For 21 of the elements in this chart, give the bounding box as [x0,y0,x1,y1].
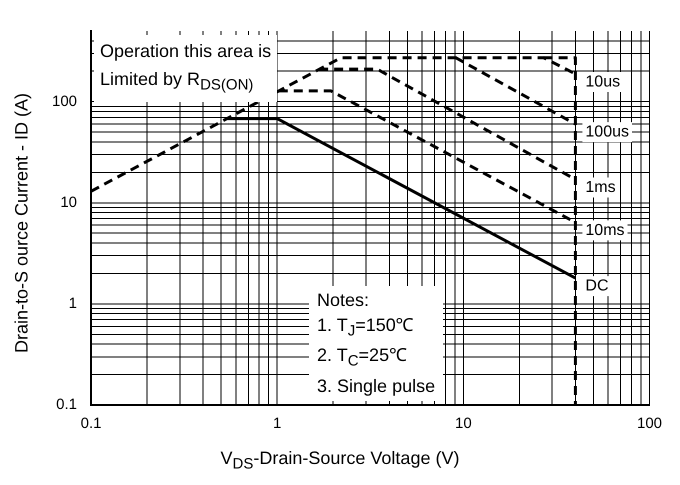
annotation: Notes: [317,288,370,312]
annotation: 1. T$_{J}$=150℃ [317,314,415,342]
x-tick-label: 10 [454,415,472,432]
annotation: Operation this area is [100,40,272,63]
y-tick-label: 100 [52,92,78,110]
y-axis-title: Drain-to-S ource Current - ID (A) [12,92,32,354]
y-tick-label: 0.1 [56,396,78,414]
annotation: Limited by R$_{DS(ON)}$ [100,68,254,96]
series-label: 10us [585,73,620,90]
y-tick-label: 10 [60,194,78,211]
annotation: 2. T$_{C}$=25℃ [317,344,408,372]
annotation: 3. Single pulse [317,375,436,398]
x-tick-label: 0.1 [80,415,102,432]
x-tick-label: 100 [636,415,662,432]
series-label: DC [585,277,609,294]
series-label: 1ms [585,178,616,196]
series-label: 100us [585,124,630,141]
series-label: 10ms [585,222,625,239]
x-tick-label: 1 [273,415,282,432]
x-axis-title: V$_{DS}$-Drain-Source Voltage (V) [220,448,460,473]
y-tick-label: 1 [68,295,78,312]
